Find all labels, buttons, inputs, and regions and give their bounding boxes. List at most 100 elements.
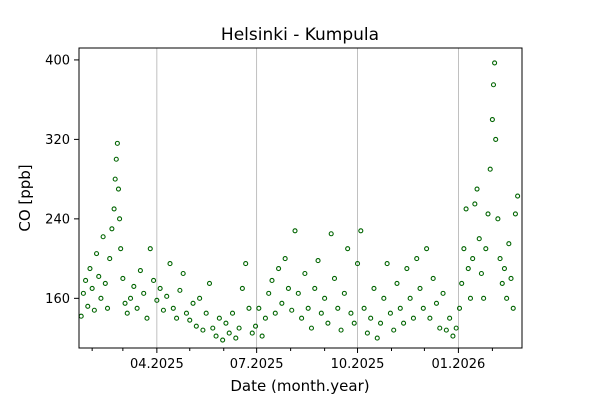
x-tick-label: 04.2025: [130, 357, 184, 372]
data-point: [174, 315, 180, 321]
data-point: [102, 280, 108, 286]
data-point: [493, 136, 499, 142]
data-point: [282, 256, 288, 262]
data-point: [354, 261, 361, 267]
data-point: [417, 285, 423, 291]
data-point: [331, 275, 338, 282]
y-tick-label: 160: [45, 292, 70, 307]
data-point: [276, 265, 282, 272]
data-point: [504, 295, 510, 301]
data-point: [144, 315, 150, 321]
data-point: [515, 193, 521, 199]
data-point: [394, 280, 400, 286]
data-point: [292, 228, 298, 234]
data-point: [374, 335, 380, 341]
data-point: [220, 337, 226, 343]
data-point: [111, 206, 117, 212]
data-point: [351, 320, 357, 326]
data-point: [243, 261, 249, 267]
data-point: [127, 295, 134, 301]
y-axis-label: CO [ppb]: [16, 164, 34, 231]
plot-frame: [78, 47, 523, 349]
data-point: [295, 290, 301, 296]
data-point: [456, 305, 463, 311]
data-point: [433, 300, 440, 306]
data-point: [508, 275, 514, 282]
data-point: [387, 310, 393, 316]
data-point: [427, 315, 433, 321]
data-point: [134, 305, 140, 311]
data-point: [450, 333, 456, 339]
x-axis: 04.2025 07.2025 10.2025 01.2026: [91, 348, 493, 372]
data-point: [203, 310, 209, 316]
data-point: [465, 265, 471, 272]
data-point: [170, 305, 176, 311]
data-point: [236, 325, 242, 331]
data-point: [104, 305, 111, 311]
data-point: [467, 295, 474, 301]
data-point: [226, 330, 232, 336]
data-point: [338, 327, 344, 333]
data-point: [233, 335, 239, 341]
data-point: [463, 206, 469, 212]
data-point: [109, 226, 115, 232]
data-point: [345, 246, 351, 252]
data-point: [358, 228, 364, 234]
data-point: [364, 330, 370, 336]
data-point: [180, 270, 186, 277]
data-point: [124, 310, 130, 316]
data-point: [93, 251, 100, 257]
data-point: [443, 327, 449, 333]
data-point: [489, 116, 495, 123]
data-point: [177, 287, 183, 293]
data-point: [107, 256, 113, 262]
data-point: [114, 140, 120, 146]
x-tick-label: 07.2025: [230, 357, 284, 372]
data-point: [269, 277, 275, 284]
data-point: [348, 310, 354, 316]
data-point: [91, 307, 97, 313]
data-point: [440, 290, 446, 296]
data-point: [252, 323, 259, 329]
data-point: [249, 330, 255, 336]
data-point: [122, 300, 128, 306]
data-point: [83, 277, 89, 284]
data-point: [391, 327, 397, 333]
data-point: [285, 285, 291, 291]
data-point: [272, 310, 278, 316]
data-point: [485, 211, 491, 217]
y-tick-label: 400: [45, 53, 70, 68]
data-point: [183, 310, 190, 316]
data-point: [474, 186, 480, 192]
data-point: [461, 246, 467, 252]
data-point: [420, 305, 426, 311]
chart-title: Helsinki - Kumpula: [221, 25, 379, 45]
data-point: [96, 273, 102, 280]
data-point: [206, 280, 213, 286]
data-point: [414, 256, 420, 262]
data-point: [262, 315, 268, 321]
data-point: [289, 307, 295, 313]
data-point: [98, 295, 104, 301]
data-point: [160, 307, 166, 313]
data-point: [100, 234, 106, 240]
data-point: [266, 290, 272, 296]
data-point: [85, 303, 91, 309]
data-point: [361, 305, 367, 311]
data-point: [259, 333, 265, 339]
data-point: [368, 315, 374, 321]
data-point: [229, 310, 236, 316]
y-tick-label: 240: [45, 212, 70, 227]
data-point: [154, 297, 160, 303]
data-point: [459, 280, 465, 286]
data-point: [279, 300, 285, 306]
data-point: [315, 258, 321, 264]
grid-lines: [156, 48, 459, 348]
data-point: [483, 246, 489, 252]
data-point: [328, 231, 334, 237]
data-point: [200, 327, 206, 333]
x-tick-label: 10.2025: [331, 357, 385, 372]
data-point: [487, 166, 493, 172]
data-point: [239, 285, 245, 291]
